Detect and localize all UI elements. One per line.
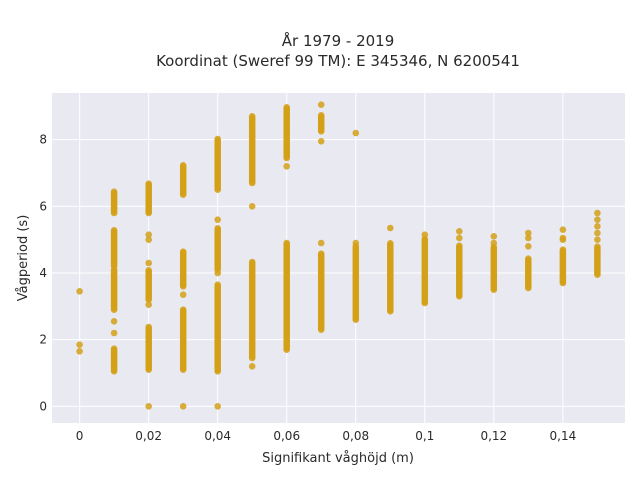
data-point [456, 228, 463, 235]
data-point [110, 188, 118, 195]
data-point [110, 318, 118, 325]
data-point [179, 403, 187, 410]
data-point [456, 242, 463, 249]
x-tick-label: 0,06 [273, 429, 300, 443]
data-point [594, 236, 601, 243]
data-point [214, 225, 221, 232]
x-tick-label: 0,1 [415, 429, 434, 443]
data-point [525, 234, 532, 242]
data-point [76, 288, 83, 295]
data-point [456, 234, 463, 242]
data-point [283, 163, 291, 170]
data-point [145, 267, 152, 274]
data-point [317, 112, 325, 119]
data-point [145, 180, 152, 187]
x-tick-label: 0,04 [204, 429, 231, 443]
data-point [145, 231, 152, 238]
plot-area [52, 93, 625, 423]
data-point [594, 223, 601, 230]
data-point [352, 239, 360, 247]
y-tick-label: 4 [39, 266, 47, 280]
y-tick-label: 8 [39, 133, 47, 147]
data-point [594, 209, 601, 217]
y-tick-label: 2 [39, 333, 47, 347]
data-point [179, 306, 187, 314]
data-point [145, 323, 152, 331]
data-point [214, 216, 221, 223]
y-axis-label: Vågperiod (s) [16, 215, 31, 302]
x-tick-labels: 0 0,02 0,04 0,06 0,08 0,1 0,12 0,14 [76, 429, 576, 443]
data-point [387, 240, 394, 247]
data-point [317, 239, 325, 247]
x-tick-label: 0,12 [480, 429, 507, 443]
data-point [145, 259, 152, 267]
data-point [214, 281, 221, 289]
y-tick-labels: 0 2 4 6 8 [39, 133, 47, 414]
data-point [214, 269, 221, 277]
data-point [179, 291, 187, 299]
data-point [145, 301, 152, 309]
data-point [145, 403, 152, 410]
data-point [525, 229, 532, 237]
data-point [317, 101, 325, 108]
data-point [179, 248, 187, 255]
data-point [110, 329, 118, 337]
data-point [317, 250, 325, 257]
data-point [76, 341, 83, 349]
data-point [525, 255, 532, 262]
data-point [559, 246, 567, 253]
data-point [559, 234, 567, 242]
data-point [594, 216, 601, 223]
data-point [248, 203, 256, 210]
data-point [214, 403, 221, 410]
data-point [317, 138, 325, 145]
data-point [559, 226, 567, 233]
data-point [421, 231, 429, 238]
data-points [76, 101, 601, 410]
x-axis-label: Signifikant våghöjd (m) [262, 451, 414, 466]
data-point [145, 236, 152, 243]
x-tick-label: 0,14 [550, 429, 577, 443]
data-point [283, 239, 291, 247]
data-point [110, 227, 118, 234]
x-tick-label: 0,08 [342, 429, 369, 443]
data-point [179, 162, 187, 169]
x-tick-label: 0,02 [135, 429, 162, 443]
data-point [248, 363, 256, 370]
data-point [283, 104, 291, 111]
data-point [490, 233, 498, 240]
y-tick-label: 0 [39, 399, 47, 413]
data-point [525, 243, 532, 250]
y-tick-label: 6 [39, 199, 47, 213]
data-point [248, 113, 256, 120]
data-point [594, 229, 601, 237]
chart-title-line-1: År 1979 - 2019 [282, 31, 395, 50]
data-point [352, 129, 360, 137]
x-tick-label: 0 [76, 429, 84, 443]
data-point [594, 243, 601, 250]
data-point [76, 348, 83, 355]
data-point [387, 224, 394, 232]
data-point [110, 345, 118, 353]
chart-title-line-2: Koordinat (Sweref 99 TM): E 345346, N 62… [156, 52, 520, 70]
data-point [248, 258, 256, 266]
data-point [490, 239, 498, 247]
data-point [214, 135, 221, 143]
